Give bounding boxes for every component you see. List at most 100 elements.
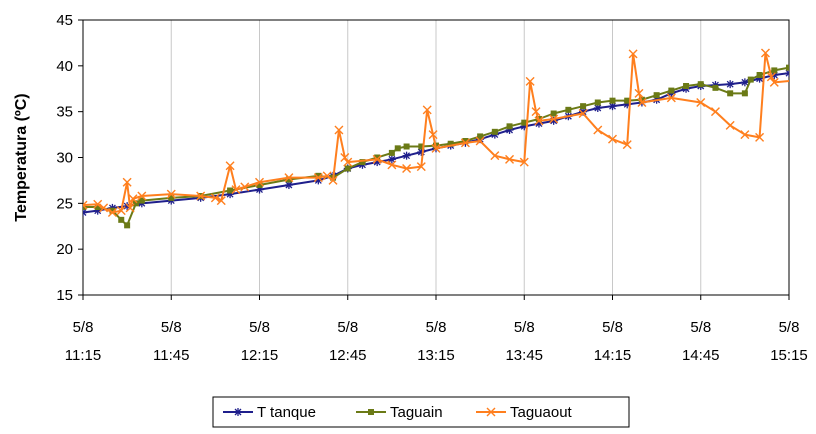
data-point [726,80,735,89]
data-point [710,107,720,117]
data-point [128,194,138,204]
y-tick-label: 15 [56,287,73,304]
data-point [521,119,528,126]
data-point [800,76,808,84]
data-point [525,76,535,86]
legend-marker [368,409,374,415]
data-point [462,138,469,144]
data-point [565,106,572,113]
legend: T tanque Taguain Taguaout [212,396,630,428]
data-point [578,109,588,118]
data-point [428,130,438,140]
data-point [116,206,126,216]
legend-item: Taguain [356,404,443,421]
data-point [255,177,264,187]
data-point [769,77,779,87]
y-axis: 15 20 25 30 35 40 45 [56,12,83,304]
data-point [637,98,647,107]
data-point [344,165,351,172]
data-point [137,191,147,201]
data-point [227,187,234,194]
legend-label: Taguaout [510,404,573,421]
data-point [168,194,175,201]
data-point [216,196,226,206]
x-axis: 5/8 11:15 5/8 11:45 5/8 12:15 5/8 12:45 5/8 13:15… [65,295,808,364]
data-point [725,120,735,130]
data-point [741,90,748,97]
data-point [372,154,382,164]
y-tick-label: 30 [56,150,73,167]
x-tick-label-time: 15:15 [770,347,808,364]
data-point [340,153,350,162]
x-tick-label-time: 14:45 [682,347,720,364]
series-taguaout [83,48,808,217]
x-tick-label-time: 11:15 [65,347,101,364]
data-point [622,140,632,150]
data-point [225,161,235,171]
data-point [628,49,638,59]
data-point [624,97,631,104]
x-tick-label-date: 5/8 [514,319,535,336]
data-point [519,157,529,167]
data-point [593,125,603,135]
data-point [422,105,432,115]
data-point [786,64,789,71]
data-point [122,177,132,187]
data-point [328,175,338,185]
x-tick-label-time: 11:45 [153,347,189,364]
data-point [107,208,117,217]
data-point [138,197,145,204]
x-tick-label-date: 5/8 [161,319,182,336]
data-point [506,123,513,130]
data-point [83,200,88,210]
data-point [313,173,323,183]
data-point [609,97,616,104]
data-point [343,157,353,167]
data-point [634,88,644,98]
chart-grid [170,20,702,295]
x-tick-label-time: 12:45 [329,347,367,364]
x-tick-label-date: 5/8 [426,319,447,336]
y-tick-label: 25 [56,195,73,212]
x-tick-label-date: 5/8 [249,319,270,336]
data-point [666,93,676,103]
data-point [491,128,498,135]
legend-marker [486,407,496,417]
data-point [460,138,470,148]
data-point [315,172,322,179]
data-point [256,182,263,188]
data-point [387,160,397,170]
data-point [653,92,660,99]
data-point [402,151,411,160]
data-point [766,72,776,82]
data-point [755,132,765,142]
data-point [756,72,763,78]
data-point [240,182,250,192]
x-tick-label-time: 14:15 [594,347,632,364]
data-point [387,155,396,164]
x-tick-label-date: 5/8 [779,319,800,336]
legend-item: T tanque [223,404,316,421]
x-tick-label-date: 5/8 [602,319,623,336]
legend-item: Taguaout [476,404,573,421]
data-point [594,99,601,106]
data-point [785,69,789,78]
data-point [118,216,125,223]
data-point [210,193,220,203]
legend-marker [234,408,242,416]
y-tick-label: 35 [56,104,73,121]
data-point [550,110,557,117]
data-point [431,143,441,153]
y-axis-title: Temperatura (ºC) [13,93,30,221]
data-point [740,130,750,140]
data-point [402,164,412,173]
data-point [231,185,241,195]
data-point [359,159,366,166]
data-point [747,76,754,83]
data-point [447,140,454,147]
data-point [124,222,131,229]
data-point [334,125,344,135]
data-point [477,133,484,140]
series-layer [83,48,808,229]
y-tick-label: 20 [56,241,73,258]
